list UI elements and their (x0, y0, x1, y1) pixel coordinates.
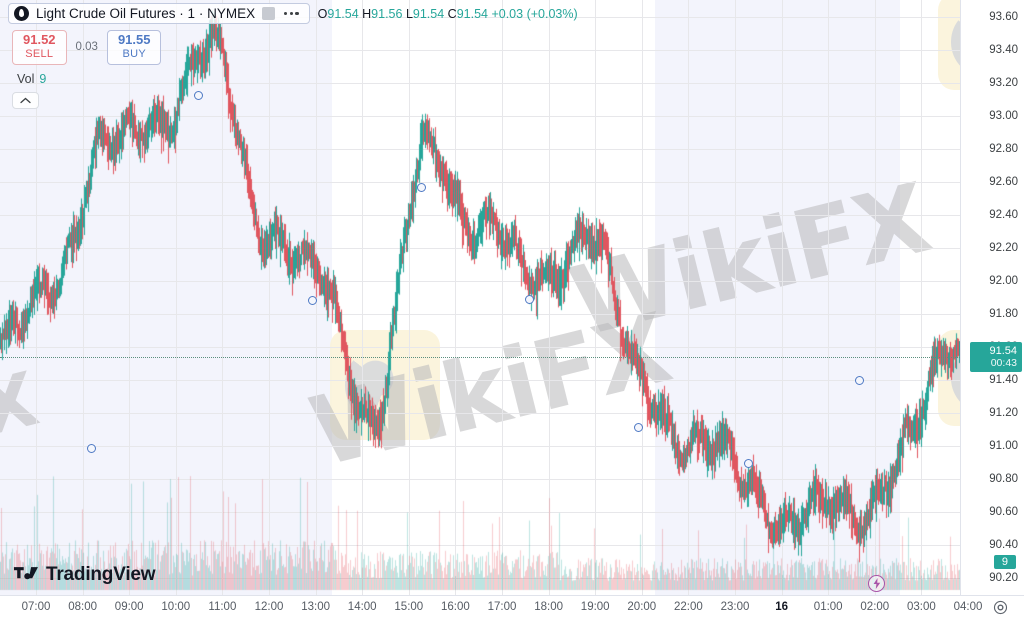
buy-button[interactable]: 91.55 BUY (106, 30, 162, 65)
more-options-icon[interactable] (282, 11, 301, 16)
ohlc-close: 91.54 (456, 6, 488, 21)
time-tick: 16:00 (441, 601, 470, 613)
ohlc-low: 91.54 (412, 6, 445, 21)
time-tick: 22:00 (674, 601, 703, 613)
ohlc-open-label: O (317, 6, 328, 21)
current-price-line (0, 357, 960, 358)
price-tick: 91.00 (989, 440, 1018, 453)
price-tick: 90.20 (989, 572, 1018, 585)
price-tick: 92.00 (989, 274, 1018, 287)
visibility-icon[interactable] (262, 7, 276, 20)
current-price-value: 91.54 (989, 345, 1017, 357)
price-tick: 93.60 (989, 10, 1018, 23)
sell-label: SELL (25, 47, 54, 60)
time-tick: 09:00 (114, 601, 144, 613)
price-tick: 93.20 (989, 76, 1018, 89)
price-tick: 91.20 (989, 407, 1018, 420)
price-tick: 90.40 (989, 539, 1018, 552)
tradingview-logo[interactable]: TradingView (14, 564, 156, 586)
trade-buttons-row: 91.52 SELL 0.03 91.55 BUY (12, 30, 578, 65)
chevron-up-icon (20, 97, 31, 103)
volume-label: Vol (17, 71, 35, 86)
trade-marker[interactable] (855, 376, 864, 385)
ohlc-values: O91.54 H91.56 L91.54 C91.54 +0.03 (+0.03… (318, 7, 578, 21)
spread-value: 0.03 (75, 41, 98, 54)
tradingview-mark-icon (14, 566, 38, 579)
time-tick: 04:00 (953, 601, 983, 613)
time-tick: 10:00 (161, 601, 191, 613)
crosshair-target-button[interactable] (993, 600, 1008, 615)
collapse-pane-button[interactable] (12, 91, 39, 109)
ohlc-high: 91.56 (371, 6, 403, 21)
time-tick: 17:00 (487, 601, 517, 613)
time-tick: 23:00 (720, 601, 750, 613)
buy-price: 91.55 (117, 32, 151, 47)
volume-legend: Vol 9 (12, 72, 578, 86)
trade-marker[interactable] (87, 444, 96, 453)
price-tick: 90.60 (989, 506, 1018, 519)
time-tick: 18:00 (534, 601, 563, 613)
crosshair-target-icon (993, 600, 1008, 615)
time-tick: 12:00 (254, 601, 284, 613)
trade-marker[interactable] (417, 183, 426, 192)
time-tick: 14:00 (347, 601, 377, 613)
price-tick: 91.80 (989, 308, 1018, 321)
time-tick: 07:00 (21, 601, 51, 613)
lightning-bolt-icon (873, 578, 880, 589)
price-tick: 93.00 (989, 109, 1018, 122)
trade-marker[interactable] (308, 296, 317, 305)
price-tick: 92.80 (989, 142, 1018, 155)
volume-value: 9 (39, 71, 47, 86)
ohlc-change: +0.03 (491, 6, 524, 21)
price-tick: 92.20 (989, 241, 1018, 254)
sell-button[interactable]: 91.52 SELL (12, 30, 67, 65)
time-tick: 20:00 (627, 601, 657, 613)
chart-legend: Light Crude Oil Futures · 1 · NYMEX O91.… (8, 3, 578, 109)
time-tick: 11:00 (208, 601, 237, 613)
price-axis[interactable]: 93.60 93.40 93.20 93.00 92.80 92.60 92.40 92.20… (960, 0, 1024, 595)
symbol-button[interactable]: Light Crude Oil Futures · 1 · NYMEX (8, 3, 310, 24)
ohlc-low-label: L (405, 6, 413, 21)
bar-countdown: 00:43 (990, 357, 1017, 369)
time-tick: 16 (775, 601, 788, 613)
time-tick: 13:00 (301, 601, 330, 613)
price-tick: 92.60 (989, 175, 1018, 188)
time-tick: 15:00 (394, 601, 424, 613)
time-tick: 08:00 (68, 601, 97, 613)
symbol-row: Light Crude Oil Futures · 1 · NYMEX O91.… (8, 3, 578, 24)
volume-axis-badge: 9 (993, 555, 1016, 569)
trade-marker[interactable] (634, 423, 643, 432)
time-tick: 19:00 (580, 601, 610, 613)
sell-price: 91.52 (23, 32, 56, 47)
price-tick: 91.40 (989, 374, 1018, 387)
trade-marker[interactable] (744, 459, 753, 468)
current-price-badge[interactable]: 91.54 00:43 (970, 342, 1022, 372)
trade-marker[interactable] (194, 91, 203, 100)
ohlc-high-label: H (362, 6, 372, 21)
ohlc-open: 91.54 (327, 6, 359, 21)
symbol-title: Light Crude Oil Futures · 1 · NYMEX (36, 6, 256, 21)
price-tick: 90.80 (989, 473, 1018, 486)
price-tick: 93.40 (989, 43, 1018, 56)
time-tick: 01:00 (813, 601, 843, 613)
time-tick: 02:00 (860, 601, 890, 613)
price-tick: 92.40 (989, 208, 1018, 221)
buy-label: BUY (122, 47, 146, 60)
ohlc-close-label: C (447, 6, 457, 21)
lightning-bolt-button[interactable] (868, 575, 885, 592)
ohlc-change-pct: (+0.03%) (526, 6, 578, 21)
trade-marker[interactable] (525, 295, 534, 304)
oil-drop-icon (14, 6, 29, 21)
tradingview-wordmark: TradingView (46, 564, 156, 585)
candlestick-series (0, 0, 960, 595)
time-tick: 03:00 (907, 601, 936, 613)
time-axis[interactable]: 07:00 08:00 09:00 10:00 11:00 12:00 13:00 14:00… (0, 595, 1024, 618)
